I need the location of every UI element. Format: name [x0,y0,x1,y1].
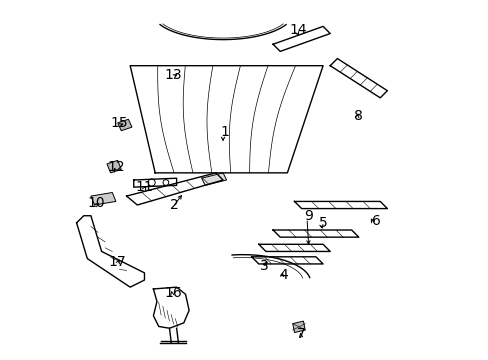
Text: 13: 13 [164,68,182,82]
Polygon shape [91,193,116,205]
Text: 8: 8 [354,109,363,123]
Polygon shape [201,173,226,185]
Text: 1: 1 [220,125,229,139]
Polygon shape [107,160,121,173]
Text: 3: 3 [259,259,268,273]
Text: 17: 17 [109,255,126,269]
Text: 10: 10 [87,196,105,210]
Text: 15: 15 [110,116,128,130]
Text: 11: 11 [135,180,153,194]
Polygon shape [292,321,305,333]
Text: 16: 16 [164,285,182,300]
Text: 14: 14 [289,23,306,37]
Text: 4: 4 [279,268,287,282]
Text: 12: 12 [107,161,124,175]
Text: 5: 5 [318,216,327,230]
Text: 9: 9 [304,209,313,223]
Text: 2: 2 [170,198,179,212]
Polygon shape [118,119,132,131]
Text: 7: 7 [297,327,305,341]
Text: 6: 6 [371,214,380,228]
